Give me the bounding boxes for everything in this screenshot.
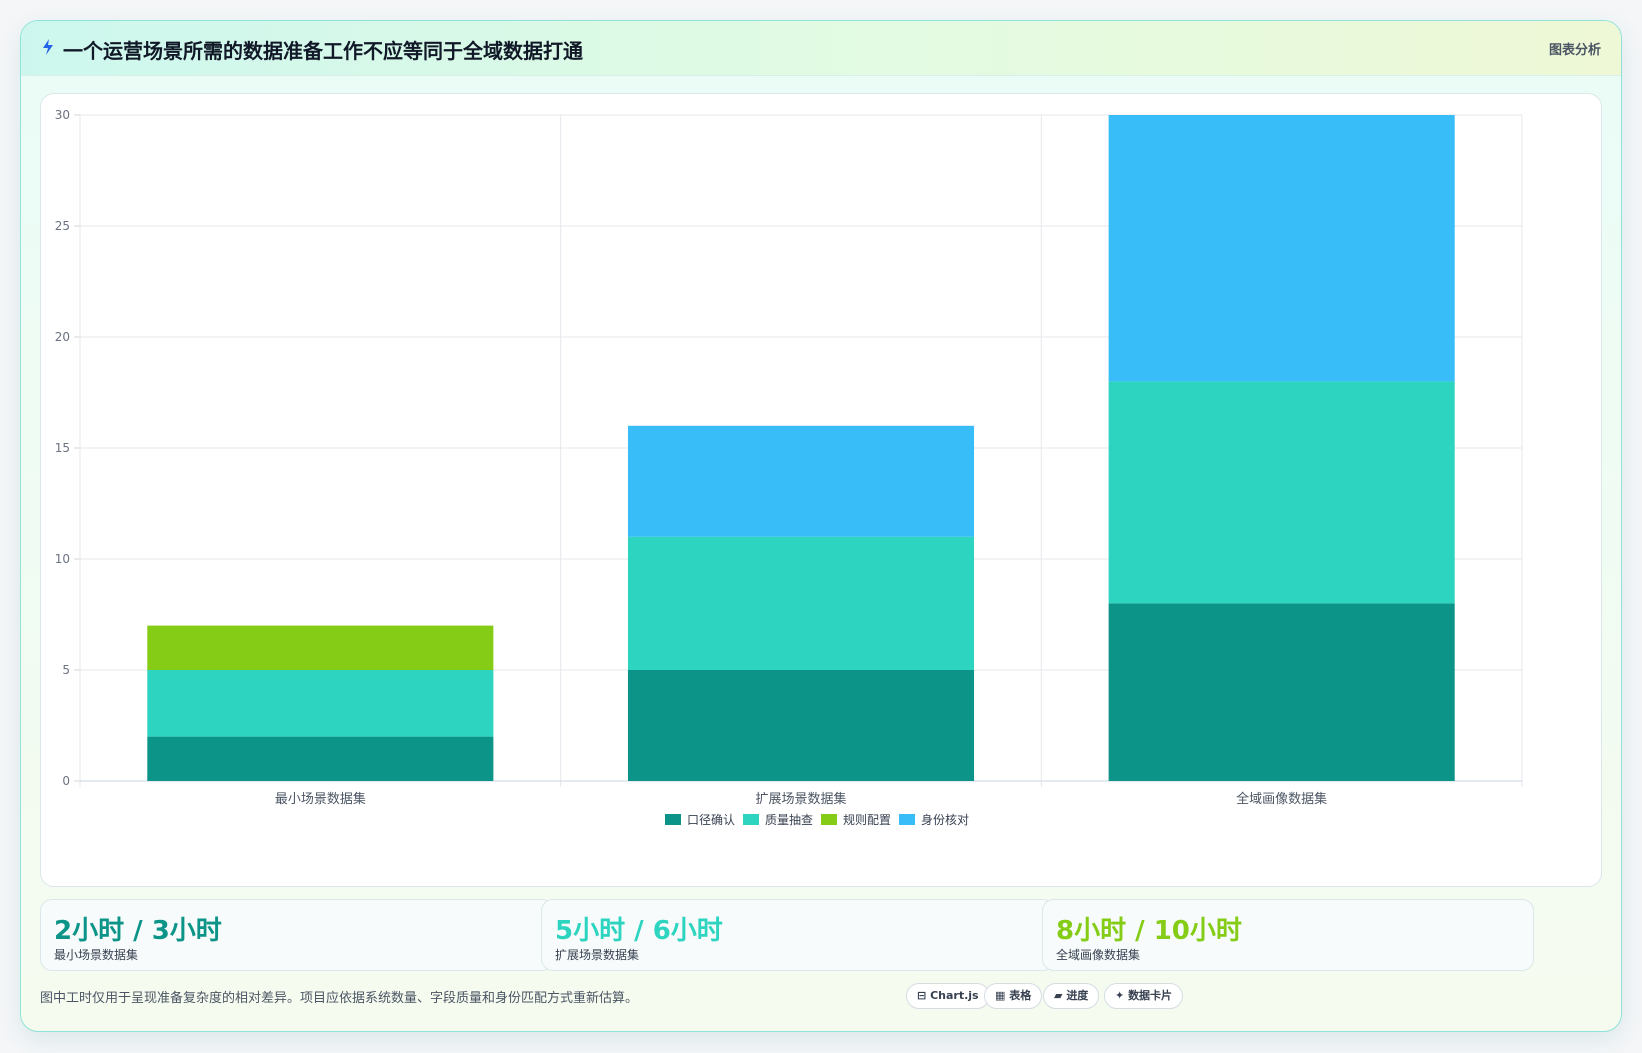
- y-tick-label: 25: [55, 219, 70, 233]
- bar-segment: [627, 425, 975, 537]
- y-tick-label: 15: [55, 441, 70, 455]
- legend-swatch: [899, 814, 915, 825]
- chart-panel: 0 5 10 15 20 25 30 最小场景数据集 扩展场景数据集 全域画像数据集口径确认 质量抽…: [40, 93, 1602, 887]
- y-tick-label: 0: [62, 774, 70, 788]
- chip-label: Chart.js: [930, 989, 979, 1002]
- chart-analysis-tag: 图表分析: [1548, 43, 1601, 58]
- stat-value: 8小时 / 10小时: [1056, 916, 1242, 946]
- stat-card-extended: 5小时 / 6小时 扩展场景数据集: [541, 899, 1055, 971]
- y-tick-label: 30: [55, 108, 70, 122]
- page-title: 一个运营场景所需的数据准备工作不应等同于全域数据打通: [63, 39, 583, 63]
- legend-swatch: [821, 814, 837, 825]
- y-tick-label: 5: [62, 663, 70, 677]
- chip-progress[interactable]: ▰ 进度: [1043, 983, 1100, 1009]
- sparkle-icon: ✦: [1115, 989, 1125, 1002]
- legend-label: 身份核对: [921, 812, 969, 827]
- stat-card-minimal: 2小时 / 3小时 最小场景数据集: [40, 899, 554, 971]
- stat-value: 5小时 / 6小时: [555, 916, 723, 946]
- y-tick-label: 10: [55, 552, 70, 566]
- x-tick-label: 扩展场景数据集: [755, 791, 846, 807]
- bar-segment: [1108, 603, 1455, 781]
- progress-icon: ▰: [1054, 989, 1063, 1002]
- legend-label: 规则配置: [843, 812, 891, 827]
- chip-data-card[interactable]: ✦ 数据卡片: [1104, 983, 1184, 1009]
- legend-label: 口径确认: [687, 813, 735, 827]
- y-tick-label: 20: [55, 330, 70, 344]
- stat-cards: 2小时 / 3小时 最小场景数据集 5小时 / 6小时 扩展场景数据集 8小时 …: [40, 899, 1602, 971]
- bar-segment: [1108, 381, 1455, 604]
- legend-swatch: [743, 814, 759, 825]
- chip-table[interactable]: ▦ 表格: [984, 983, 1043, 1009]
- chart-icon: ⊟: [917, 989, 927, 1002]
- bar-segment: [147, 625, 494, 670]
- stat-label: 扩展场景数据集: [555, 948, 640, 962]
- footer-note: 图中工时仅用于呈现准备复杂度的相对差异。项目应依据系统数量、字段质量和身份匹配方…: [40, 991, 639, 1006]
- table-icon: ▦: [995, 989, 1006, 1002]
- stat-value: 2小时 / 3小时: [54, 916, 222, 946]
- stat-label: 最小场景数据集: [54, 948, 139, 962]
- x-tick-label: 最小场景数据集: [275, 791, 366, 807]
- bar-segment: [627, 536, 975, 670]
- chip-label: 数据卡片: [1128, 989, 1173, 1002]
- bar-segment: [1108, 115, 1455, 382]
- chip-label: 进度: [1066, 989, 1089, 1002]
- x-tick-label: 全域画像数据集: [1236, 791, 1327, 807]
- chip-chartjs[interactable]: ⊟ Chart.js: [906, 983, 990, 1009]
- chip-label: 表格: [1009, 989, 1032, 1002]
- card-header: 一个运营场景所需的数据准备工作不应等同于全域数据打通 图表分析: [21, 21, 1621, 76]
- bar-segment: [627, 670, 975, 781]
- legend-swatch: [665, 814, 681, 825]
- legend-label: 质量抽查: [765, 813, 813, 827]
- bar-segment: [147, 736, 494, 781]
- chart-card: 一个运营场景所需的数据准备工作不应等同于全域数据打通 图表分析 0 5 10 15 20…: [20, 20, 1622, 1032]
- stat-card-full: 8小时 / 10小时 全域画像数据集: [1042, 899, 1534, 971]
- stat-label: 全域画像数据集: [1056, 948, 1141, 962]
- bar-segment: [147, 670, 494, 737]
- bolt-icon: [43, 39, 53, 55]
